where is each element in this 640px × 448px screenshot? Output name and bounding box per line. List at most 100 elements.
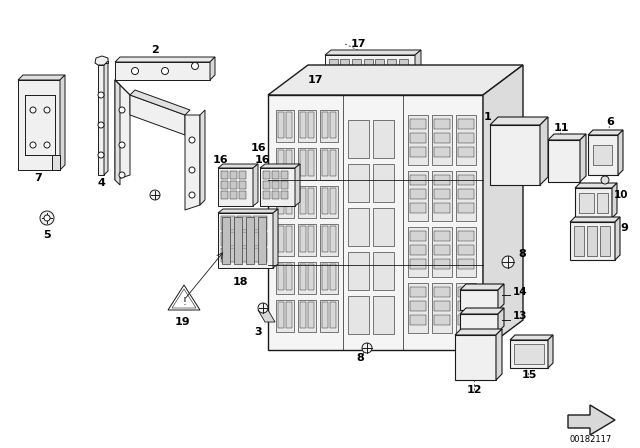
Polygon shape: [308, 188, 314, 214]
Polygon shape: [410, 287, 426, 297]
Polygon shape: [325, 55, 415, 83]
Circle shape: [258, 303, 268, 313]
Polygon shape: [300, 226, 306, 252]
Polygon shape: [434, 119, 450, 129]
Polygon shape: [298, 300, 316, 332]
Polygon shape: [260, 168, 295, 206]
Polygon shape: [281, 181, 288, 189]
Polygon shape: [222, 217, 230, 264]
Polygon shape: [410, 245, 426, 255]
Text: 00182117: 00182117: [570, 435, 612, 444]
Polygon shape: [218, 209, 278, 213]
Polygon shape: [276, 300, 294, 332]
Polygon shape: [612, 183, 617, 218]
Polygon shape: [300, 302, 306, 328]
Polygon shape: [434, 301, 450, 311]
Polygon shape: [221, 191, 228, 199]
Polygon shape: [272, 171, 279, 179]
Circle shape: [98, 92, 104, 98]
Polygon shape: [458, 301, 474, 311]
Polygon shape: [263, 171, 270, 179]
Polygon shape: [455, 335, 496, 380]
Polygon shape: [278, 150, 284, 176]
Polygon shape: [410, 147, 426, 157]
Polygon shape: [221, 216, 235, 230]
Polygon shape: [172, 289, 196, 308]
Polygon shape: [298, 148, 316, 180]
Polygon shape: [273, 209, 278, 268]
Circle shape: [601, 176, 609, 184]
Polygon shape: [300, 188, 306, 214]
Polygon shape: [575, 188, 612, 218]
Polygon shape: [18, 75, 65, 80]
Polygon shape: [298, 110, 316, 142]
Circle shape: [44, 215, 50, 221]
Text: 15: 15: [522, 370, 537, 380]
Circle shape: [30, 107, 36, 113]
Text: 4: 4: [97, 178, 105, 188]
Circle shape: [189, 192, 195, 198]
Text: 16: 16: [212, 155, 228, 165]
Polygon shape: [98, 65, 104, 175]
Polygon shape: [330, 226, 336, 252]
Text: 19: 19: [175, 317, 191, 327]
Polygon shape: [432, 227, 452, 277]
Polygon shape: [276, 262, 294, 294]
Polygon shape: [375, 59, 384, 79]
Polygon shape: [115, 62, 210, 80]
Polygon shape: [600, 226, 610, 256]
Polygon shape: [246, 217, 254, 264]
Polygon shape: [330, 150, 336, 176]
Polygon shape: [253, 164, 258, 206]
Polygon shape: [325, 50, 421, 55]
Polygon shape: [410, 301, 426, 311]
Polygon shape: [615, 217, 620, 260]
Polygon shape: [258, 310, 275, 322]
Polygon shape: [346, 92, 355, 114]
Polygon shape: [320, 224, 338, 256]
Polygon shape: [434, 203, 450, 213]
Polygon shape: [373, 296, 394, 334]
Polygon shape: [570, 217, 620, 222]
Polygon shape: [185, 115, 200, 210]
Polygon shape: [322, 302, 328, 328]
Polygon shape: [210, 57, 215, 80]
Polygon shape: [460, 290, 498, 310]
Polygon shape: [373, 252, 394, 290]
Circle shape: [131, 68, 138, 74]
Polygon shape: [168, 285, 200, 310]
Polygon shape: [218, 164, 258, 168]
Polygon shape: [221, 181, 228, 189]
Polygon shape: [115, 80, 130, 180]
Circle shape: [150, 190, 160, 200]
Polygon shape: [268, 95, 483, 350]
Polygon shape: [618, 130, 623, 175]
Polygon shape: [408, 227, 428, 277]
Polygon shape: [458, 231, 474, 241]
Polygon shape: [276, 186, 294, 218]
Polygon shape: [253, 248, 267, 262]
Polygon shape: [392, 92, 401, 114]
Polygon shape: [322, 150, 328, 176]
Polygon shape: [399, 59, 408, 79]
Polygon shape: [410, 175, 426, 185]
Text: 1: 1: [484, 112, 492, 122]
Polygon shape: [458, 259, 474, 269]
Polygon shape: [348, 208, 369, 246]
Polygon shape: [237, 248, 251, 262]
Polygon shape: [434, 245, 450, 255]
Text: 17: 17: [307, 75, 323, 85]
Polygon shape: [60, 75, 65, 170]
Polygon shape: [568, 405, 615, 435]
Polygon shape: [458, 245, 474, 255]
Polygon shape: [410, 189, 426, 199]
Polygon shape: [322, 112, 328, 138]
Polygon shape: [52, 155, 60, 170]
Polygon shape: [322, 226, 328, 252]
Polygon shape: [490, 117, 548, 125]
Circle shape: [98, 152, 104, 158]
Polygon shape: [308, 226, 314, 252]
Text: 17: 17: [350, 39, 365, 49]
Polygon shape: [286, 226, 292, 252]
Polygon shape: [593, 145, 612, 165]
